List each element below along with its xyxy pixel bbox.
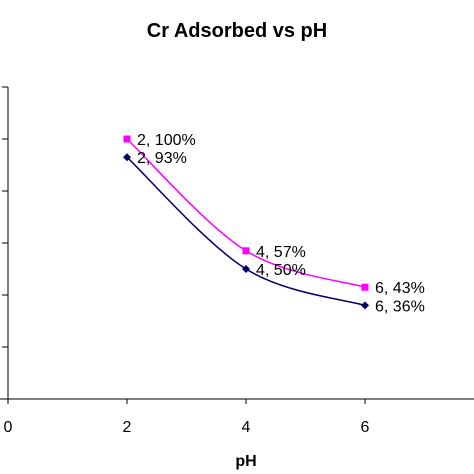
data-point bbox=[242, 247, 250, 255]
series-2: 2, 93% 4, 50% 6, 36% bbox=[123, 150, 425, 315]
x-axis-tick-labels: 0 2 4 6 bbox=[4, 399, 370, 436]
data-label: 6, 43% bbox=[375, 280, 425, 297]
data-point bbox=[123, 153, 131, 162]
data-label: 2, 93% bbox=[137, 150, 187, 167]
data-label: 4, 57% bbox=[256, 244, 306, 261]
data-point bbox=[123, 135, 131, 143]
x-tick-label: 6 bbox=[361, 419, 370, 436]
chart-title: Cr Adsorbed vs pH bbox=[147, 20, 327, 42]
x-tick-label: 0 bbox=[4, 419, 13, 436]
x-tick-label: 4 bbox=[242, 419, 251, 436]
y-axis-ticks bbox=[2, 86, 8, 348]
data-point bbox=[242, 265, 250, 273]
axes bbox=[0, 87, 474, 400]
series-group: 2, 100% 4, 57% 6, 43% 2, 93% 4, 50% 6, 36% bbox=[123, 132, 425, 315]
data-label: 6, 36% bbox=[375, 298, 425, 315]
series-1: 2, 100% 4, 57% 6, 43% bbox=[123, 132, 425, 297]
x-axis-label: pH bbox=[235, 453, 256, 470]
data-point bbox=[361, 283, 369, 291]
data-label: 4, 50% bbox=[256, 262, 306, 279]
data-point bbox=[361, 301, 369, 310]
x-tick-label: 2 bbox=[123, 419, 132, 436]
series-line bbox=[126, 156, 366, 307]
data-label: 2, 100% bbox=[137, 132, 196, 149]
